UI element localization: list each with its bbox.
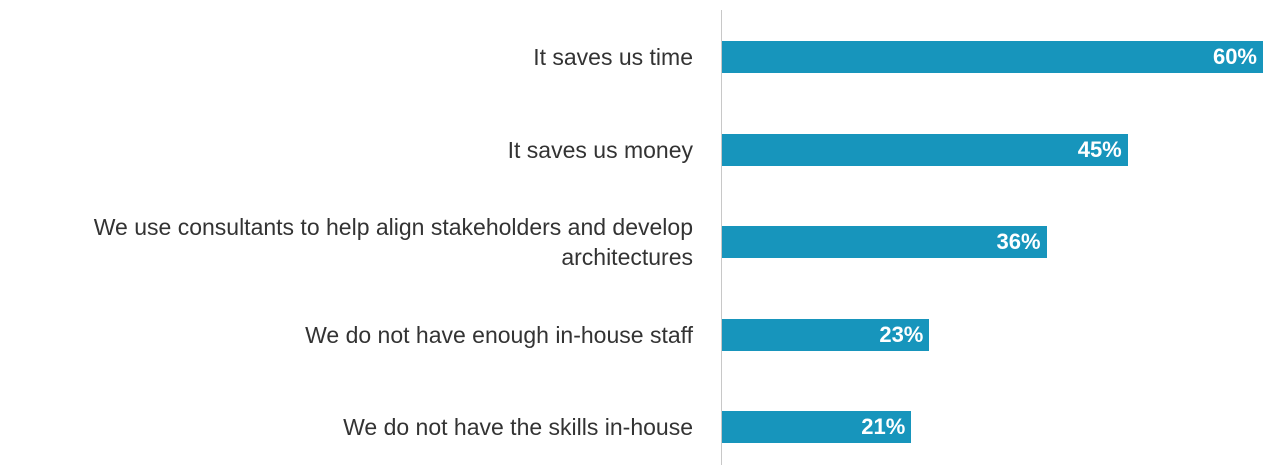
bar xyxy=(722,411,912,443)
value-label: 45% xyxy=(1077,136,1122,162)
category-label: We use consultants to help align stakeho… xyxy=(93,214,693,270)
bar xyxy=(722,41,1263,73)
bar xyxy=(722,226,1047,258)
value-label: 60% xyxy=(1212,44,1257,69)
category-label: It saves us time xyxy=(533,44,693,70)
bar xyxy=(722,318,930,351)
axis-line xyxy=(721,10,722,465)
bar xyxy=(722,133,1128,166)
value-label: 23% xyxy=(879,321,924,347)
category-label: It saves us money xyxy=(507,136,693,163)
value-label: 21% xyxy=(861,414,906,439)
value-label: 36% xyxy=(996,229,1041,254)
category-label: We do not have the skills in-house xyxy=(343,414,693,440)
category-label: We do not have enough in-house staff xyxy=(305,321,693,348)
